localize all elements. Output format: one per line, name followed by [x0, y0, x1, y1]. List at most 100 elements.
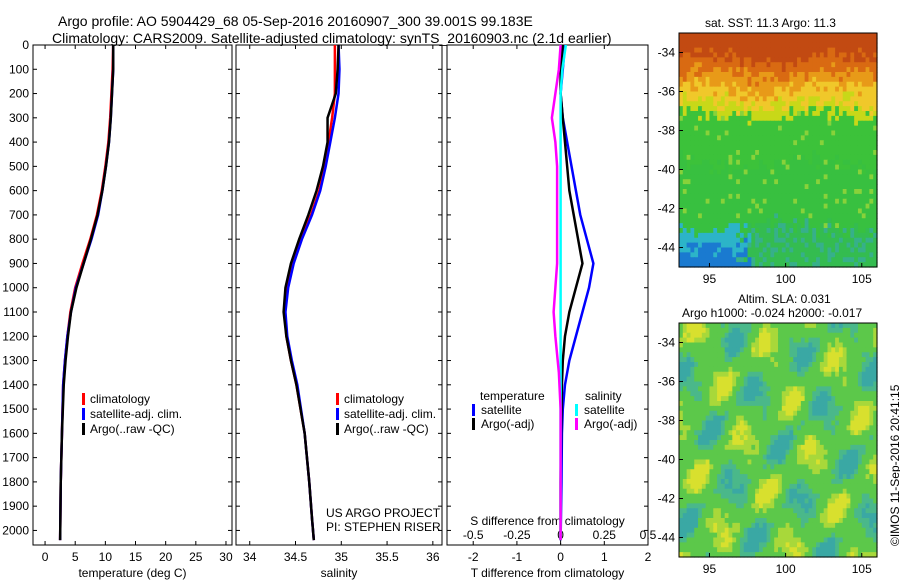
y-tick-label: 1700 [2, 451, 29, 465]
sst-map: 95 100 105 -34 -36 -38 -40 -42 -44 [658, 32, 878, 286]
y-tick-label: 100 [9, 62, 29, 76]
x-tick-label: 10 [99, 550, 113, 564]
y-tick-label: 500 [9, 159, 29, 173]
credit-line2: PI: STEPHEN RISER [326, 520, 441, 534]
y-tick-label: 1100 [3, 305, 29, 319]
panel-frame [235, 44, 443, 546]
y-tick-label: 400 [9, 135, 29, 149]
y-tick-label: 1800 [2, 475, 29, 489]
profile-panel-2: -2 -1 0 1 2 T difference from climatology -0.5… [446, 44, 657, 580]
x-tick-label: 34.5 [284, 550, 308, 564]
y-tick-label: -44 [658, 241, 676, 255]
legend-entry: satellite [584, 403, 625, 417]
y-tick-label: -36 [658, 85, 676, 99]
y-tick-label: 1000 [2, 281, 29, 295]
legend-entry: Argo(..raw -QC) [90, 422, 175, 436]
map-frame [678, 32, 878, 268]
panel-frame [32, 44, 233, 546]
x-tick-label: 100 [776, 562, 796, 576]
x-tick-label: 105 [852, 272, 872, 286]
legend-swatch [336, 423, 339, 435]
x-tick-label: -2 [468, 550, 479, 564]
x-tick-label: 25 [189, 550, 203, 564]
secondary-x-tick-label: 0.25 [593, 528, 617, 542]
x-tick-label: -1 [512, 550, 523, 564]
legend-header: salinity [585, 389, 622, 403]
series-line-climatology [58, 44, 115, 541]
legend-entry: satellite-adj. clim. [90, 407, 182, 421]
y-tick-label: -38 [658, 124, 676, 138]
y-tick-label: 600 [9, 184, 29, 198]
legend-header: temperature [480, 389, 545, 403]
series-line-satellite-adj-clim- [58, 45, 115, 541]
y-tick-label: -44 [658, 531, 676, 545]
plot-title-line2: Climatology: CARS2009. Satellite-adjuste… [52, 30, 612, 46]
x-tick-label: 1 [601, 550, 608, 564]
y-tick-label: -42 [658, 202, 676, 216]
y-tick-label: 1900 [2, 499, 29, 513]
legend-entry: Argo(..raw -QC) [344, 422, 429, 436]
x-axis-label: salinity [321, 566, 358, 580]
y-tick-label: 1300 [2, 354, 29, 368]
secondary-x-tick-label: 0.5 [640, 528, 657, 542]
legend-swatch [82, 393, 85, 405]
x-tick-label: 100 [776, 272, 796, 286]
panel-frame [446, 44, 649, 546]
legend-swatch [472, 404, 475, 416]
x-tick-label: 0 [557, 550, 564, 564]
sla-map-subtitle: Argo h1000: -0.024 h2000: -0.017 [682, 306, 863, 320]
x-axis-label: T difference from climatology [471, 566, 625, 580]
sla-map-title: Altim. SLA: 0.031 [738, 292, 831, 306]
x-tick-label: 35.5 [375, 550, 399, 564]
legend-entry: satellite [481, 403, 522, 417]
y-tick-label: 800 [9, 232, 29, 246]
y-tick-label: -36 [658, 375, 676, 389]
legend-swatch [82, 408, 85, 420]
y-tick-label: 900 [9, 256, 29, 270]
y-tick-label: 1400 [2, 378, 29, 392]
profile-panel-0: 0100200300400500600700800900100011001200… [2, 38, 233, 580]
y-tick-label: -42 [658, 492, 676, 506]
series-line-argo-raw-qc- [58, 45, 115, 541]
x-tick-label: 34 [243, 550, 257, 564]
x-tick-label: 95 [703, 272, 717, 286]
x-axis-label: temperature (deg C) [78, 566, 186, 580]
y-tick-label: 700 [9, 208, 29, 222]
legend-entry: Argo(-adj) [481, 417, 534, 431]
y-tick-label: -34 [658, 46, 676, 60]
map-frame [678, 322, 878, 558]
y-tick-label: 300 [9, 111, 29, 125]
x-tick-label: 15 [129, 550, 143, 564]
secondary-x-tick-label: -0.25 [503, 528, 531, 542]
x-tick-label: 105 [852, 562, 872, 576]
x-tick-label: 35 [335, 550, 349, 564]
x-tick-label: 5 [72, 550, 79, 564]
sst-map-title: sat. SST: 11.3 Argo: 11.3 [705, 16, 836, 30]
series-line-temperature-satellite [559, 44, 595, 541]
x-tick-label: 20 [159, 550, 173, 564]
series-line-argo-raw-qc- [282, 44, 340, 541]
credit-line1: US ARGO PROJECT [326, 506, 441, 520]
legend-swatch [336, 393, 339, 405]
y-tick-label: -38 [658, 414, 676, 428]
secondary-x-axis-label: S difference from climatology [470, 514, 625, 528]
x-tick-label: 30 [219, 550, 233, 564]
y-tick-label: -34 [658, 336, 676, 350]
x-tick-label: 36 [426, 550, 440, 564]
x-tick-label: 95 [703, 562, 717, 576]
sla-map: 95 100 105 -34 -36 -38 -40 -42 -44 [658, 322, 878, 576]
y-tick-label: 1500 [2, 402, 29, 416]
x-tick-label: 2 [645, 550, 652, 564]
legend-entry: satellite-adj. clim. [344, 407, 436, 421]
y-tick-label: 2000 [2, 523, 29, 537]
y-tick-label: 200 [9, 87, 29, 101]
legend-swatch [336, 408, 339, 420]
legend-entry: Argo(-adj) [584, 417, 637, 431]
secondary-x-tick-label: -0.5 [463, 528, 484, 542]
plot-title-line1: Argo profile: AO 5904429_68 05-Sep-2016 … [58, 13, 533, 29]
legend-entry: climatology [344, 392, 404, 406]
legend-swatch [575, 404, 578, 416]
series-line-salinity-argo-adj- [550, 44, 562, 541]
y-tick-label: 1600 [2, 426, 29, 440]
legend-swatch [575, 418, 578, 430]
